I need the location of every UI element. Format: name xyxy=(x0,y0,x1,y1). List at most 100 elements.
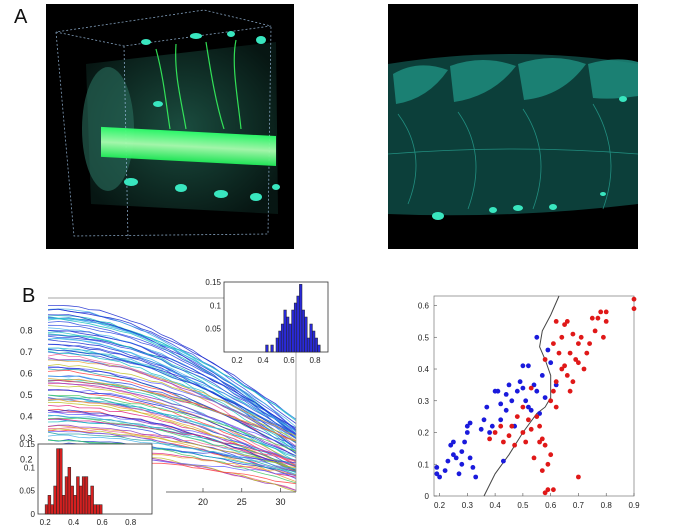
scatter-point xyxy=(434,471,440,477)
scatter-point xyxy=(562,363,567,369)
scatter-point xyxy=(534,388,540,394)
scatter-point xyxy=(523,398,529,404)
scatter-point xyxy=(526,417,531,423)
myotome-band xyxy=(388,54,638,216)
histogram-bar xyxy=(70,485,74,515)
scatter-point xyxy=(528,407,534,413)
scatter-point xyxy=(548,452,554,458)
scatter-point xyxy=(506,433,512,439)
decay-curve xyxy=(47,418,297,461)
scatter-point xyxy=(453,455,459,461)
decay-curve xyxy=(47,408,297,472)
scatter-point xyxy=(459,449,465,454)
scatter-point xyxy=(481,417,487,423)
decay-curve xyxy=(47,420,297,461)
histogram-bar xyxy=(312,330,316,353)
histogram-bar xyxy=(87,495,91,515)
scatter-point xyxy=(462,439,467,445)
decay-curve xyxy=(47,347,297,452)
y-tick-label: 0.6 xyxy=(418,302,430,311)
y-tick-label: 0.1 xyxy=(210,301,222,310)
scatter-point xyxy=(551,388,556,394)
decay-curve xyxy=(47,428,297,469)
scatter-point xyxy=(598,309,604,315)
scatter-point xyxy=(520,430,526,435)
scatter-point xyxy=(514,414,520,419)
x-tick-label: 0.3 xyxy=(462,501,474,510)
scatter-point xyxy=(539,436,545,442)
scatter-point xyxy=(448,442,454,448)
scatter-point xyxy=(509,423,515,429)
x-tick-label: 0.4 xyxy=(490,501,502,510)
histogram-bar xyxy=(73,495,77,515)
scatter-point xyxy=(578,334,584,340)
scatter-point xyxy=(570,379,576,385)
fluorescent-cells xyxy=(432,96,627,220)
scatter-point xyxy=(539,373,545,378)
scatter-point xyxy=(587,341,592,346)
scatter-point xyxy=(576,360,581,366)
decay-curve xyxy=(47,414,297,467)
histogram-bar xyxy=(275,337,279,353)
decay-curve xyxy=(47,357,297,447)
histogram-bar xyxy=(317,344,321,353)
decay-curve xyxy=(47,327,297,435)
x-tick-label: 0.8 xyxy=(125,518,137,527)
y-tick-label: 0.1 xyxy=(418,460,430,469)
histogram-bar xyxy=(93,504,97,515)
histogram-bar xyxy=(278,330,282,353)
scatter-point xyxy=(534,334,540,340)
histogram-bar xyxy=(64,476,69,515)
scatter-point xyxy=(548,398,554,404)
y-tick-label: 0 xyxy=(31,510,36,519)
histogram-bar xyxy=(61,495,66,515)
scatter-point xyxy=(523,439,529,445)
scatter-point xyxy=(539,468,545,473)
decay-curve xyxy=(47,335,297,435)
scatter-point xyxy=(487,430,492,435)
x-tick-label: 0.4 xyxy=(257,356,269,365)
scatter-point xyxy=(592,328,598,334)
decay-curve xyxy=(47,434,297,469)
decay-curve xyxy=(47,389,297,457)
scatter-point xyxy=(542,357,548,362)
decay-curve xyxy=(47,439,297,475)
decay-curve xyxy=(47,417,297,472)
histogram-bar xyxy=(47,495,52,515)
scatter-point xyxy=(576,341,581,346)
x-tick-label: 0.9 xyxy=(628,501,640,510)
scatter-chart: 0 0.1 0.2 0.3 0.4 0.5 0.6 0.2 0.3 0.4 0.5 0.6 0.7 0.8… xyxy=(418,295,640,510)
histogram-bar xyxy=(270,344,274,353)
scatter-point xyxy=(589,315,595,321)
decay-curve xyxy=(47,330,297,434)
histogram-bar xyxy=(286,316,290,353)
scatter-point xyxy=(509,398,515,404)
spinal-cord xyxy=(101,126,276,167)
histogram-bar xyxy=(301,309,305,353)
scatter-point xyxy=(584,350,590,356)
scatter-point xyxy=(567,388,573,394)
decay-curve xyxy=(47,334,297,429)
scatter-point xyxy=(498,417,504,423)
histogram-bar xyxy=(44,504,49,515)
scatter-point xyxy=(542,442,548,448)
scatter-point xyxy=(501,439,506,445)
segment-boundaries xyxy=(388,103,638,210)
decay-curve xyxy=(47,394,297,452)
decay-curve xyxy=(47,429,297,477)
y-tick-label: 0.3 xyxy=(418,397,430,406)
histogram-bar xyxy=(76,476,80,515)
x-tick-label: 0.2 xyxy=(40,518,52,527)
scatter-point xyxy=(553,319,559,324)
scatter-point xyxy=(503,407,509,413)
decay-curve xyxy=(47,349,297,438)
histogram-bar xyxy=(306,337,311,353)
y-tick-label: 0.4 xyxy=(418,365,430,374)
decay-curve xyxy=(48,366,297,454)
decay-curve xyxy=(47,398,297,473)
decay-curve xyxy=(47,343,297,436)
histogram-bar xyxy=(67,467,72,515)
muscle-fiber-image xyxy=(388,4,638,249)
histogram-bar xyxy=(59,448,63,515)
scatter-point xyxy=(603,319,609,324)
